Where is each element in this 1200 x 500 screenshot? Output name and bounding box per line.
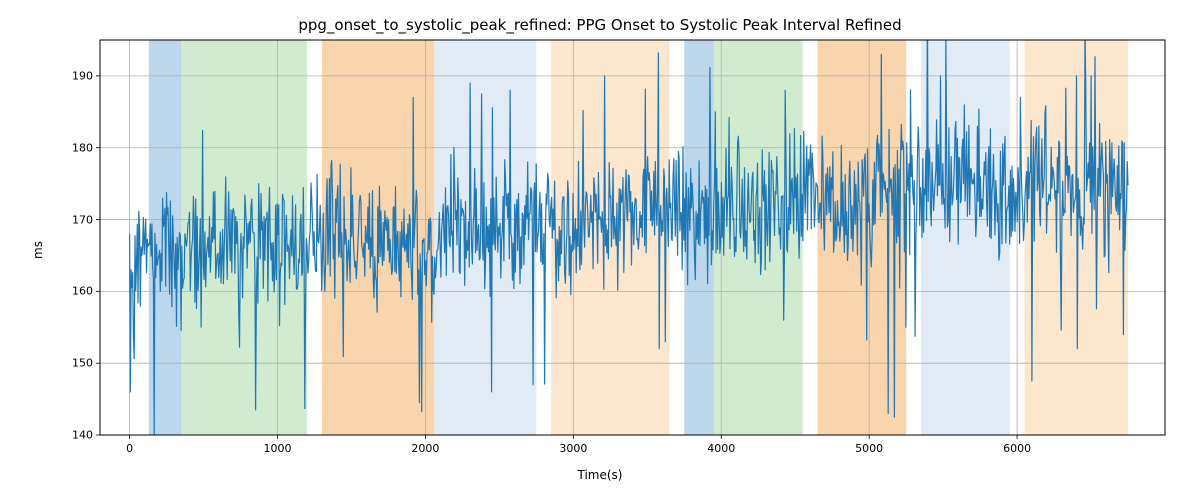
y-tick-label: 170 bbox=[72, 213, 93, 226]
x-tick-label: 3000 bbox=[559, 442, 587, 455]
y-tick-label: 150 bbox=[72, 357, 93, 370]
y-tick-label: 180 bbox=[72, 141, 93, 154]
chart-container: ppg_onset_to_systolic_peak_refined: PPG … bbox=[0, 0, 1200, 500]
x-tick-label: 1000 bbox=[264, 442, 292, 455]
x-tick-label: 5000 bbox=[855, 442, 883, 455]
y-tick-label: 160 bbox=[72, 285, 93, 298]
x-tick-label: 0 bbox=[126, 442, 133, 455]
x-tick-label: 6000 bbox=[1003, 442, 1031, 455]
y-tick-label: 190 bbox=[72, 69, 93, 82]
plot-svg bbox=[0, 0, 1200, 500]
x-tick-label: 4000 bbox=[707, 442, 735, 455]
y-tick-label: 140 bbox=[72, 429, 93, 442]
x-tick-label: 2000 bbox=[411, 442, 439, 455]
